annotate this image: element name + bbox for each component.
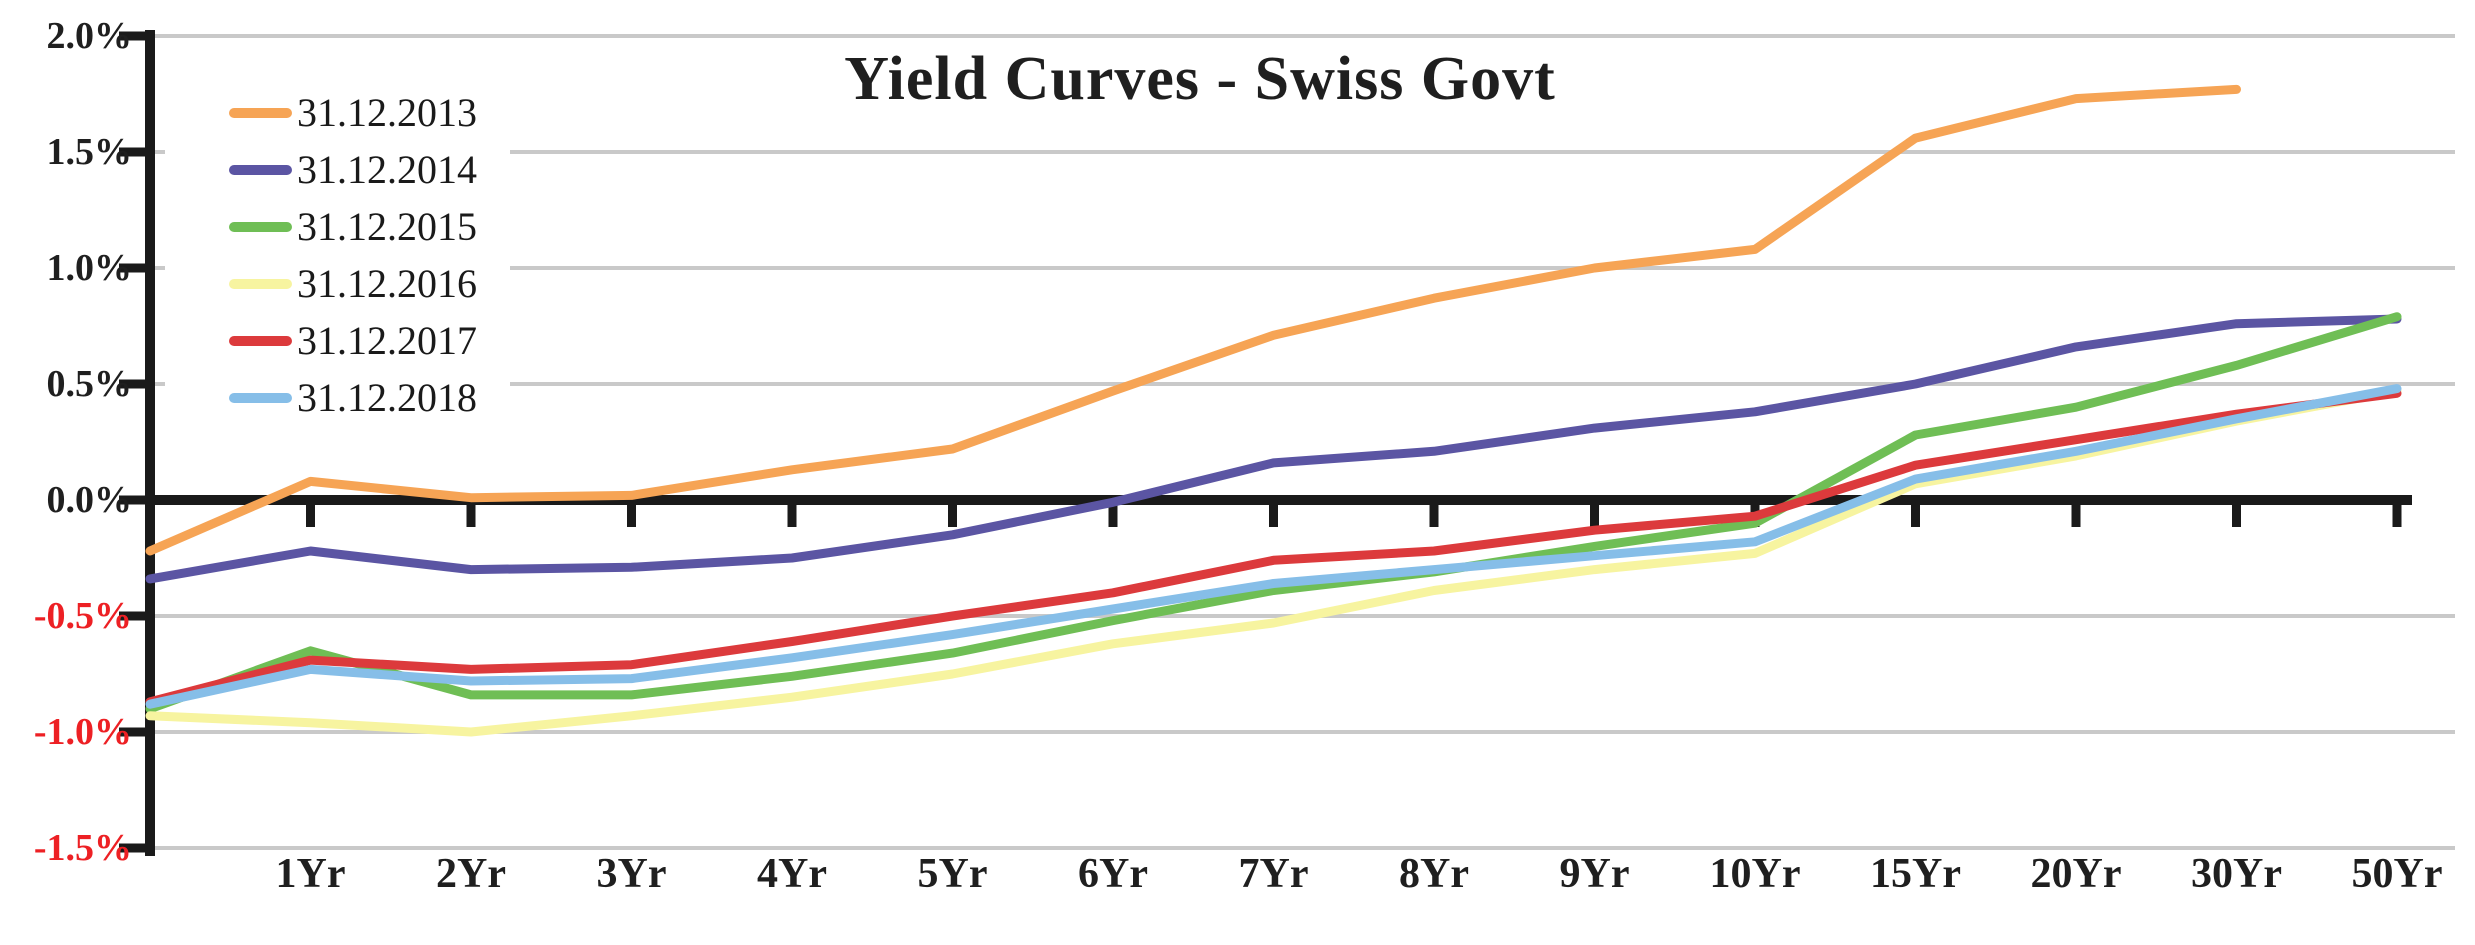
chart-title: Yield Curves - Swiss Govt <box>844 45 1556 113</box>
x-axis-label: 7Yr <box>1238 851 1309 897</box>
x-axis-label: 8Yr <box>1399 851 1469 897</box>
series-line-31.12.2015 <box>145 312 2402 714</box>
axis-ticks <box>119 31 2402 853</box>
legend-item: 31.12.2017 <box>165 312 510 369</box>
series-line-31.12.2018 <box>145 384 2402 709</box>
legend-label: 31.12.2017 <box>297 318 477 363</box>
series-lines <box>145 84 2402 737</box>
legend-swatch <box>229 107 292 118</box>
y-axis-label: 0.5% <box>46 363 133 405</box>
legend-label: 31.12.2014 <box>297 147 477 192</box>
legend-label: 31.12.2018 <box>297 375 477 420</box>
y-axis-label: -0.5% <box>33 595 132 637</box>
x-axis-label: 1Yr <box>275 851 346 897</box>
legend-label: 31.12.2015 <box>297 204 477 249</box>
y-axis-label: 0.0% <box>46 479 133 521</box>
x-axis-label: 5Yr <box>917 851 988 897</box>
legend: 31.12.2013 31.12.2014 31.12.2015 31.12.2016… <box>165 82 510 428</box>
legend-item: 31.12.2014 <box>165 141 510 198</box>
x-axis-label: 30Yr <box>2191 851 2282 897</box>
legend-label: 31.12.2016 <box>297 261 477 306</box>
x-axis-label: 9Yr <box>1559 851 1630 897</box>
x-axis-label: 3Yr <box>596 851 667 897</box>
y-axis-label: -1.5% <box>33 827 132 869</box>
legend-item: 31.12.2013 <box>165 84 510 141</box>
legend-item: 31.12.2018 <box>165 369 510 426</box>
legend-item: 31.12.2015 <box>165 198 510 255</box>
x-axis-label: 4Yr <box>757 851 827 897</box>
legend-label: 31.12.2013 <box>297 90 477 135</box>
legend-item: 31.12.2016 <box>165 255 510 312</box>
y-axis-label: 1.0% <box>46 247 133 289</box>
legend-swatch <box>229 392 292 403</box>
x-axis-label: 20Yr <box>2030 851 2122 897</box>
legend-swatch <box>229 278 292 289</box>
x-axis-label: 15Yr <box>1870 851 1961 897</box>
series-line-31.12.2016 <box>145 386 2402 737</box>
series-line-31.12.2017 <box>145 388 2402 707</box>
series-line-31.12.2013 <box>145 84 2241 556</box>
legend-swatch <box>229 221 292 232</box>
y-axis-label: 2.0% <box>46 15 133 57</box>
y-axis-label: -1.0% <box>33 711 132 753</box>
x-axis-label: 50Yr <box>2351 851 2443 897</box>
legend-swatch <box>229 164 292 175</box>
x-axis-label: 2Yr <box>436 851 506 897</box>
series-line-31.12.2014 <box>145 314 2402 584</box>
y-axis-label: 1.5% <box>46 131 133 173</box>
x-axis-label: 10Yr <box>1709 851 1801 897</box>
legend-swatch <box>229 335 292 346</box>
x-axis-label: 6Yr <box>1078 851 1148 897</box>
